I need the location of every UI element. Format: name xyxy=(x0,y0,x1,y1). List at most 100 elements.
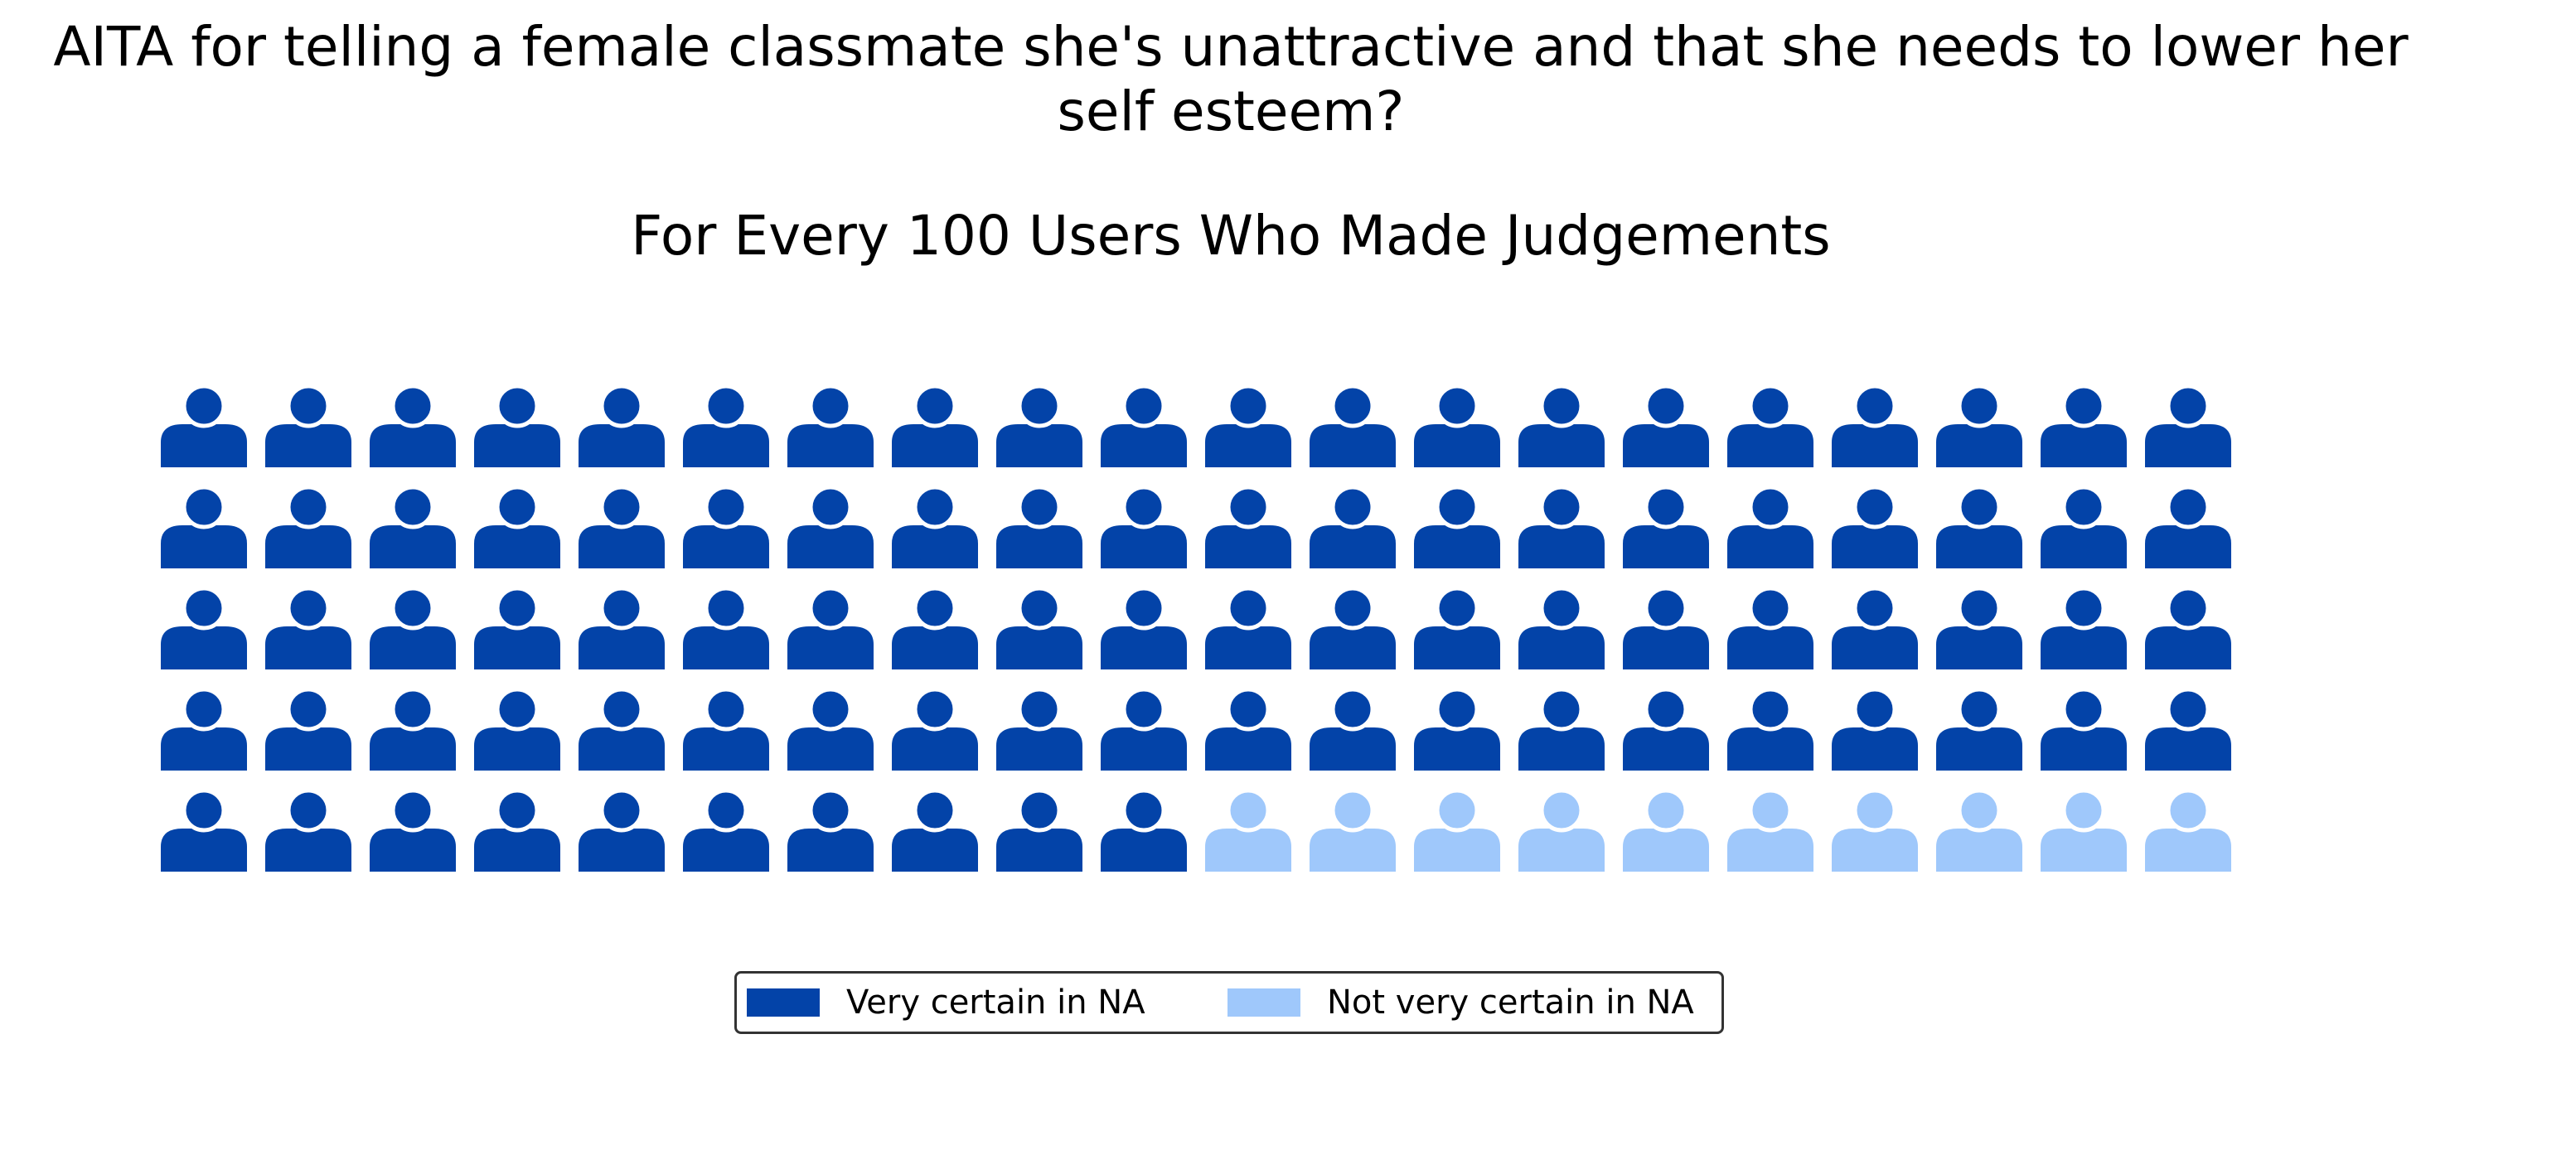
person-body xyxy=(1623,727,1709,771)
person-body xyxy=(1727,424,1813,467)
person-icon xyxy=(996,788,1082,872)
person-head xyxy=(704,586,748,631)
person-head xyxy=(704,384,748,428)
person-icon xyxy=(683,788,769,872)
person-icon xyxy=(1414,788,1500,872)
person-icon xyxy=(683,485,769,568)
person-head xyxy=(1644,788,1688,833)
person-head xyxy=(1017,788,1062,833)
person-body xyxy=(1414,829,1500,872)
person-icon xyxy=(787,687,874,771)
person-head xyxy=(913,687,957,732)
legend-label-not-very-certain: Not very certain in NA xyxy=(1327,983,1694,1022)
person-head xyxy=(182,586,226,631)
person-head xyxy=(2061,485,2106,529)
person-body xyxy=(683,626,769,669)
person-body xyxy=(1832,829,1918,872)
person-icon xyxy=(474,384,560,467)
person-head xyxy=(1017,485,1062,529)
person-icon xyxy=(579,788,665,872)
person-icon xyxy=(579,485,665,568)
person-body xyxy=(1205,829,1291,872)
person-icon xyxy=(265,788,351,872)
person-body xyxy=(892,525,978,568)
person-icon xyxy=(370,384,456,467)
person-body xyxy=(265,424,351,467)
person-body xyxy=(1623,626,1709,669)
person-head xyxy=(599,788,644,833)
person-icon xyxy=(1101,384,1187,467)
person-icon xyxy=(892,586,978,669)
person-icon xyxy=(265,586,351,669)
person-head xyxy=(2166,788,2210,833)
person-head xyxy=(1226,788,1271,833)
person-head xyxy=(2061,788,2106,833)
person-icon xyxy=(474,485,560,568)
person-body xyxy=(1101,424,1187,467)
person-head xyxy=(1121,485,1166,529)
person-body xyxy=(683,424,769,467)
person-body xyxy=(1936,626,2022,669)
person-icon xyxy=(683,384,769,467)
person-icon xyxy=(2041,384,2127,467)
person-icon xyxy=(892,384,978,467)
person-head xyxy=(808,485,853,529)
person-body xyxy=(996,626,1082,669)
person-head xyxy=(1121,384,1166,428)
person-icon xyxy=(474,687,560,771)
person-head xyxy=(808,788,853,833)
person-icon xyxy=(787,384,874,467)
person-body xyxy=(265,829,351,872)
person-head xyxy=(1226,384,1271,428)
person-head xyxy=(1539,788,1584,833)
person-icon xyxy=(265,384,351,467)
person-head xyxy=(599,485,644,529)
person-body xyxy=(1727,525,1813,568)
person-icon xyxy=(1414,687,1500,771)
person-body xyxy=(370,829,456,872)
person-head xyxy=(495,384,540,428)
person-icon xyxy=(1832,788,1918,872)
person-body xyxy=(1727,829,1813,872)
person-body xyxy=(265,525,351,568)
person-body xyxy=(1310,829,1396,872)
person-head xyxy=(1539,485,1584,529)
person-icon xyxy=(1205,485,1291,568)
person-icon xyxy=(1832,586,1918,669)
person-icon xyxy=(2041,687,2127,771)
person-body xyxy=(161,626,247,669)
person-icon xyxy=(996,586,1082,669)
person-body xyxy=(1414,525,1500,568)
person-icon xyxy=(474,586,560,669)
person-body xyxy=(1101,626,1187,669)
person-body xyxy=(892,626,978,669)
person-head xyxy=(1852,687,1897,732)
person-icon xyxy=(1518,586,1605,669)
person-body xyxy=(1205,424,1291,467)
person-body xyxy=(996,829,1082,872)
person-head xyxy=(2061,586,2106,631)
person-body xyxy=(1518,829,1605,872)
person-head xyxy=(182,485,226,529)
person-head xyxy=(1957,586,2002,631)
person-body xyxy=(1727,727,1813,771)
person-head xyxy=(1539,586,1584,631)
person-icon xyxy=(787,788,874,872)
person-body xyxy=(996,424,1082,467)
chart-legend: Very certain in NA Not very certain in N… xyxy=(734,971,1724,1034)
person-icon xyxy=(1623,788,1709,872)
person-body xyxy=(1101,727,1187,771)
person-body xyxy=(787,525,874,568)
person-icon xyxy=(2041,788,2127,872)
person-body xyxy=(2145,626,2231,669)
person-head xyxy=(704,687,748,732)
person-icon xyxy=(787,485,874,568)
person-body xyxy=(161,424,247,467)
person-head xyxy=(2166,485,2210,529)
person-body xyxy=(2145,424,2231,467)
person-body xyxy=(1832,727,1918,771)
person-icon xyxy=(1936,788,2022,872)
person-head xyxy=(1330,485,1375,529)
person-head xyxy=(1017,586,1062,631)
